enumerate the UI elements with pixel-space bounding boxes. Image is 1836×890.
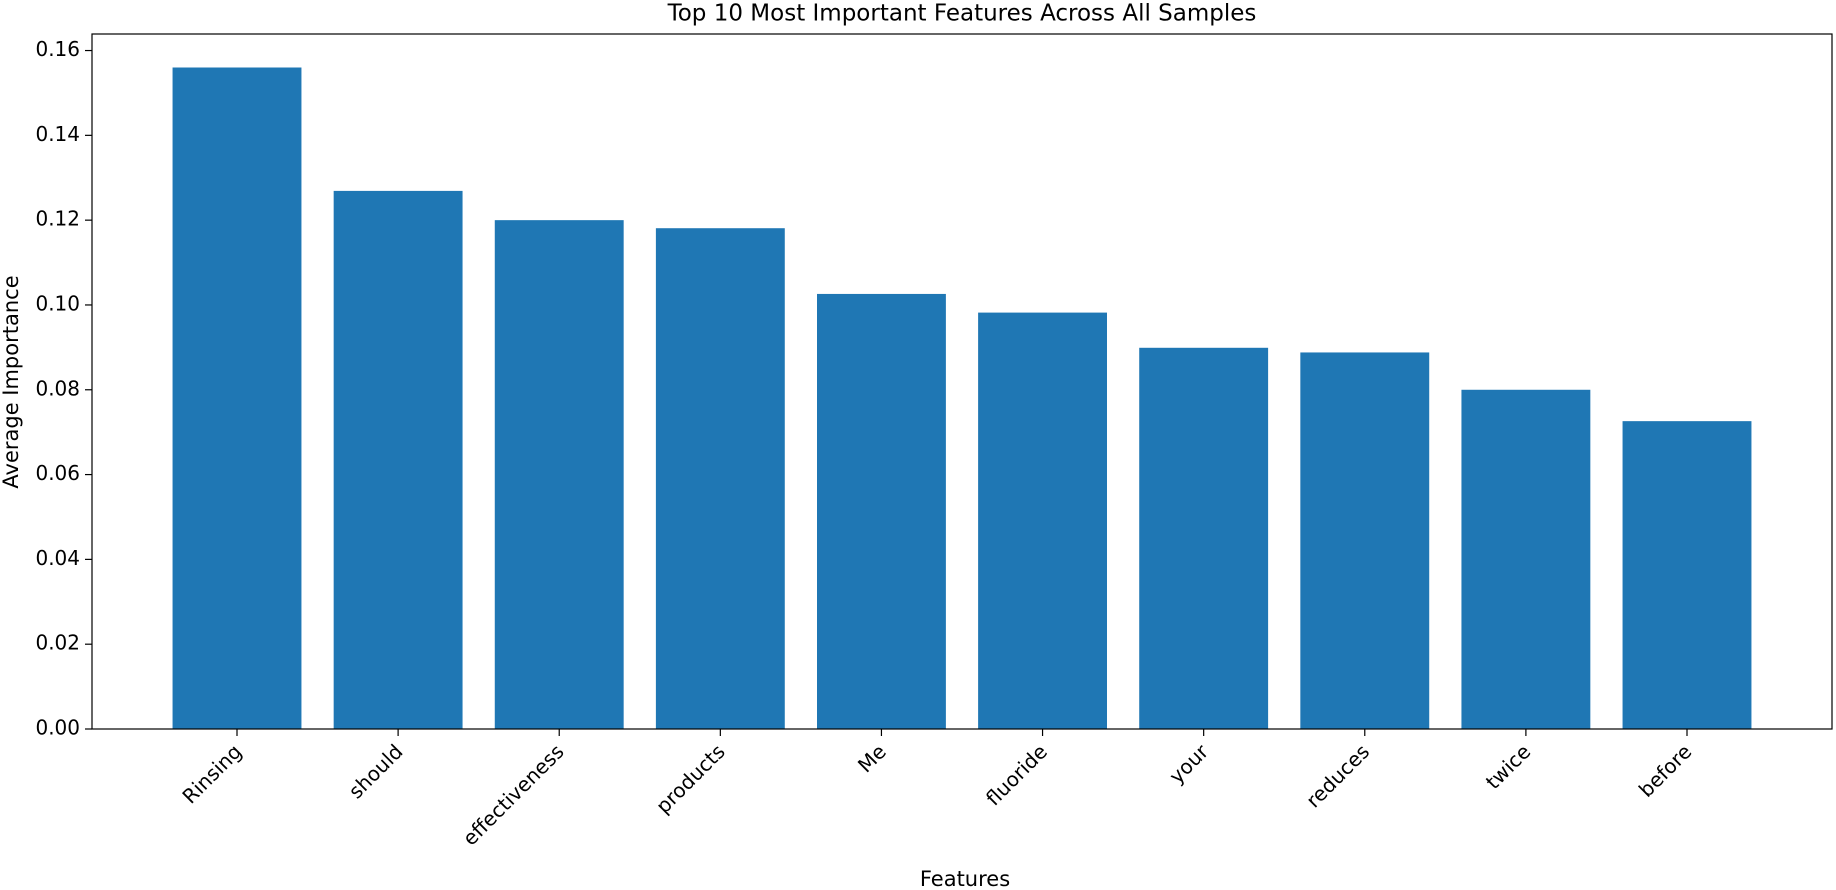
x-tick-label: before — [1634, 739, 1696, 801]
y-tick-label: 0.00 — [35, 716, 80, 740]
bar — [655, 228, 785, 729]
y-tick-label: 0.08 — [35, 376, 80, 400]
x-tick-label: reduces — [1301, 739, 1374, 812]
x-tick-label: your — [1164, 739, 1213, 788]
y-tick-label: 0.10 — [35, 291, 80, 315]
x-tick-label: products — [651, 739, 730, 818]
bar — [817, 293, 946, 729]
x-tick-label: Me — [853, 739, 891, 777]
bar — [333, 190, 463, 729]
y-tick-label: 0.12 — [35, 207, 80, 231]
bar — [1622, 421, 1752, 729]
bar — [1139, 347, 1269, 729]
bar — [978, 312, 1107, 729]
x-axis-label: Features — [920, 867, 1010, 890]
x-tick-label: Rinsing — [177, 739, 246, 808]
x-tick-label: effectiveness — [458, 739, 569, 850]
y-tick-label: 0.06 — [35, 461, 80, 485]
x-tick-label: should — [344, 739, 408, 803]
y-axis-label: Average Importance — [0, 275, 23, 488]
plot-frame — [91, 33, 1833, 730]
y-tick-label: 0.04 — [35, 546, 80, 570]
y-tick-label: 0.16 — [35, 37, 80, 61]
x-tick-label: fluoride — [981, 739, 1052, 810]
bar — [1300, 352, 1430, 729]
y-tick-label: 0.14 — [35, 122, 80, 146]
bar — [1461, 389, 1591, 729]
y-tick-label: 0.02 — [35, 631, 80, 655]
bar — [172, 67, 302, 729]
x-tick-label: twice — [1481, 739, 1535, 793]
bar — [494, 220, 624, 729]
chart-title: Top 10 Most Important Features Across Al… — [667, 1, 1257, 27]
